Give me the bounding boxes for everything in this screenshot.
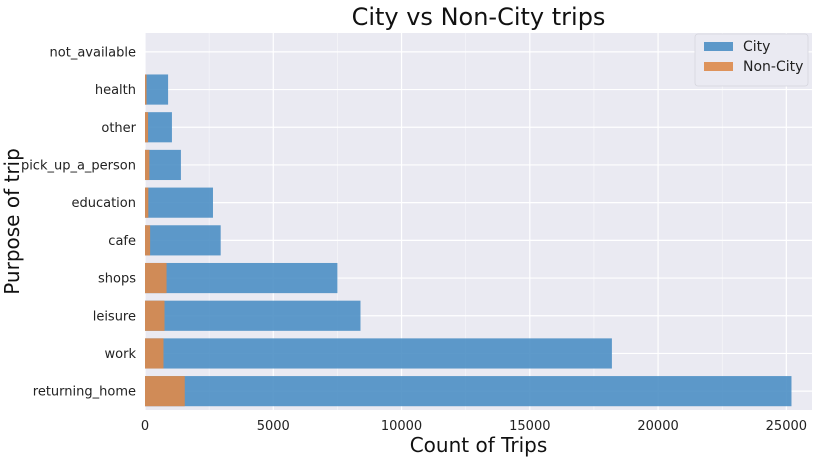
x-tick-label: 15000 (509, 419, 550, 434)
bar-city (145, 74, 169, 105)
bars (145, 74, 792, 407)
bar-city (145, 262, 338, 294)
bar-city (145, 187, 213, 218)
bar-non-city (145, 187, 149, 218)
grid-lines (144, 33, 812, 410)
y-tick-label: education (71, 196, 136, 211)
x-tick-label: 0 (141, 419, 149, 434)
legend-swatch (704, 62, 733, 71)
y-tick-label: shops (98, 272, 136, 287)
bar-non-city (145, 225, 151, 256)
bar-city (145, 112, 172, 143)
legend-label: Non-City (743, 59, 803, 75)
bar-non-city (145, 376, 185, 407)
bar-city (145, 149, 181, 181)
x-tick-label: 20000 (637, 419, 678, 434)
y-tick-label: health (95, 83, 136, 98)
x-tick-label: 10000 (381, 419, 422, 434)
y-tick-label: other (101, 121, 136, 136)
bar-non-city (145, 338, 164, 369)
bar-city (145, 300, 361, 331)
y-tick-label: cafe (108, 234, 136, 249)
bar-non-city (145, 300, 165, 331)
y-tick-label: leisure (93, 309, 136, 324)
y-axis-title: Purpose of trip (0, 148, 24, 295)
x-tick-label: 5000 (257, 419, 290, 434)
bar-city (145, 225, 221, 256)
y-tick-label: not_available (50, 45, 136, 60)
legend-swatch (704, 42, 733, 51)
bar-non-city (145, 262, 167, 294)
legend-label: City (743, 39, 770, 55)
x-tick-label: 25000 (766, 419, 807, 434)
y-tick-label: returning_home (33, 385, 136, 400)
bar-non-city (145, 74, 147, 105)
y-tick-labels: returning_home work leisure shops cafe educat… (21, 45, 137, 399)
y-tick-label: work (105, 347, 137, 362)
x-tick-labels: 0 5000 10000 15000 20000 25000 (141, 419, 807, 434)
bar-city (145, 376, 792, 407)
bar-city (145, 338, 612, 369)
bar-non-city (145, 112, 149, 143)
chart-title: City vs Non-City trips (352, 3, 606, 31)
x-axis-title: Count of Trips (410, 433, 548, 457)
bar-non-city (145, 149, 150, 181)
y-tick-label: pick_up_a_person (21, 158, 136, 173)
legend: City Non-City (694, 33, 809, 87)
